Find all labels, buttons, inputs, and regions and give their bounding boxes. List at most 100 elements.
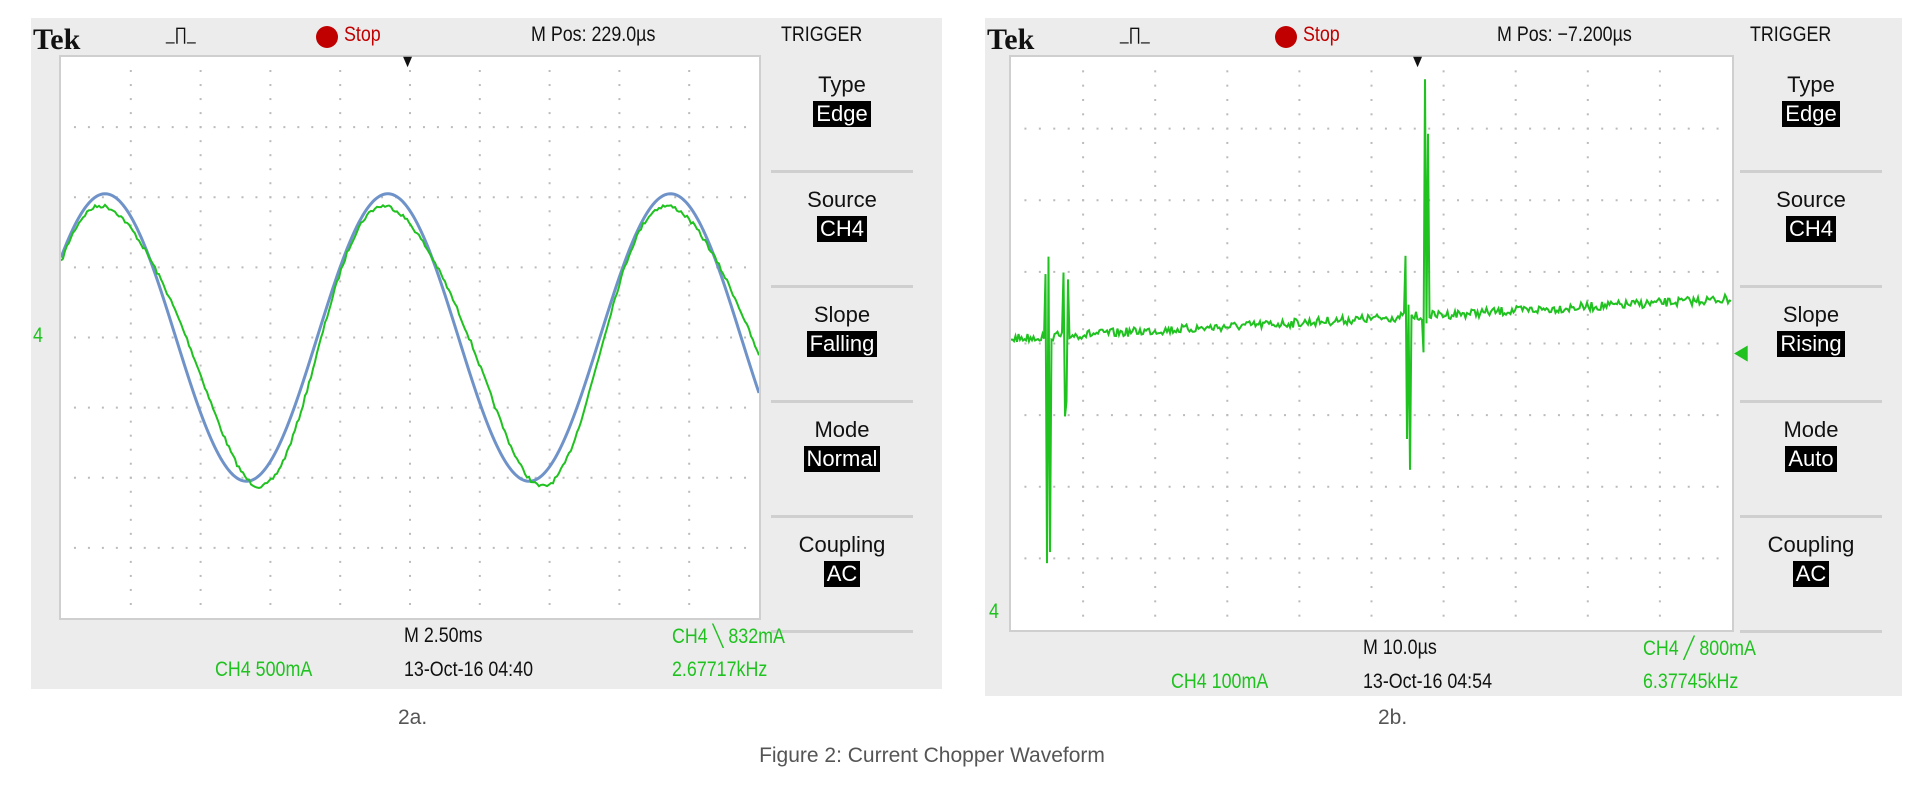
grid-dot [1457,485,1460,488]
grid-dot [1370,356,1373,359]
grid-dot [464,126,467,129]
grid-dot [478,98,481,101]
grid-dot [548,252,551,255]
grid-dot [129,490,132,493]
grid-dot [492,196,495,199]
grid-dot [1658,399,1661,402]
grid-dot [1312,127,1315,130]
grid-dot [1226,242,1229,245]
grid-dot [604,196,607,199]
grid-dot [115,126,118,129]
grid-dot [115,476,118,479]
grid-dot [269,84,272,87]
grid-dot [1442,141,1445,144]
menu-item-slope[interactable]: Slope Rising [1740,288,1882,403]
grid-dot [1514,98,1517,101]
grid-dot [1024,485,1027,488]
grid-dot [1702,342,1705,345]
grid-dot [297,196,300,199]
grid-dot [534,476,537,479]
menu-item-value: Edge [1782,101,1840,127]
trigger-level-marker[interactable]: ◀ [1734,340,1748,364]
run-status[interactable]: Stop [1303,23,1340,46]
grid-dot [1269,414,1272,417]
grid-dot [1082,328,1085,331]
grid-dot [1370,285,1373,288]
grid-dot [478,504,481,507]
grid-dot [1370,600,1373,603]
menu-item-source[interactable]: Source CH4 [771,173,913,288]
grid-dot [1442,586,1445,589]
grid-dot [73,476,76,479]
menu-item-mode[interactable]: Mode Normal [771,403,913,518]
grid-dot [1125,127,1128,130]
menu-item-type[interactable]: Type Edge [1740,58,1882,173]
menu-item-value: Falling [806,331,878,357]
grid-dot [129,168,132,171]
grid-dot [381,476,384,479]
grid-dot [1327,199,1330,202]
grid-dot [297,546,300,549]
run-status[interactable]: Stop [344,23,381,46]
ground-marker[interactable]: 4 [989,600,999,623]
grid-dot [1154,127,1157,130]
figure-caption: Figure 2: Current Chopper Waveform [759,744,1105,767]
graticule [1009,55,1734,632]
grid-dot [1442,270,1445,273]
grid-dot [1529,199,1532,202]
grid-dot [1630,127,1633,130]
grid-dot [422,546,425,549]
grid-dot [1442,457,1445,460]
trigger-position-marker[interactable]: ▼ [1409,51,1425,71]
grid-dot [199,266,202,269]
grid-dot [1702,414,1705,417]
grid-dot [1442,285,1445,288]
grid-dot [311,546,314,549]
grid-dot [1197,199,1200,202]
grid-dot [1139,485,1142,488]
grid-dot [1269,342,1272,345]
grid-dot [1082,84,1085,87]
grid-dot [381,266,384,269]
grid-dot [339,490,342,493]
grid-dot [353,336,356,339]
grid-dot [325,126,328,129]
menu-item-type[interactable]: Type Edge [771,58,913,173]
grid-dot [1298,98,1301,101]
menu-item-slope[interactable]: Slope Falling [771,288,913,403]
menu-item-label: Type [1787,72,1835,97]
menu-item-mode[interactable]: Mode Auto [1740,403,1882,518]
grid-dot [548,420,551,423]
grid-dot [1053,342,1056,345]
ground-marker[interactable]: 4 [33,323,43,347]
grid-dot [646,336,649,339]
grid-dot [492,126,495,129]
grid-dot [618,420,621,423]
grid-dot [1082,485,1085,488]
menu-item-value: Auto [1785,446,1837,472]
trigger-position-marker[interactable]: ▼ [400,51,416,71]
grid-dot [1442,557,1445,560]
grid-dot [381,546,384,549]
menu-item-coupling[interactable]: Coupling AC [771,518,913,633]
grid-dot [1370,199,1373,202]
grid-dot [618,462,621,465]
grid-dot [1557,342,1560,345]
grid-dot [1658,428,1661,431]
grid-dot [1125,414,1128,417]
grid-dot [1572,557,1575,560]
grid-dot [199,546,202,549]
menu-item-coupling[interactable]: Coupling AC [1740,518,1882,633]
grid-dot [688,504,691,507]
menu-item-source[interactable]: Source CH4 [1740,173,1882,288]
grid-dot [1428,557,1431,560]
grid-dot [339,588,342,591]
grid-dot [1226,113,1229,116]
trigger-frequency: 6.37745kHz [1643,670,1739,693]
grid-dot [450,546,453,549]
reference-sine-trace [61,192,759,483]
grid-dot [1082,299,1085,302]
grid-dot [73,126,76,129]
grid-dot [1154,70,1157,73]
grid-dot [199,98,202,101]
